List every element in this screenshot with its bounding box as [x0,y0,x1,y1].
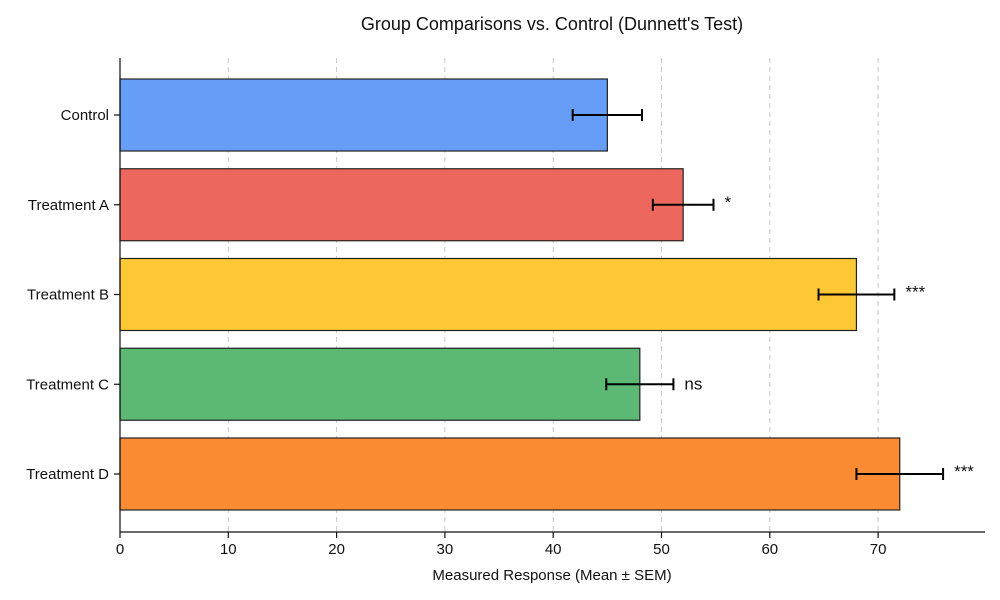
x-axis-label: Measured Response (Mean ± SEM) [432,567,671,584]
significance-label: *** [954,462,974,481]
category-label: Control [61,107,109,124]
bar [119,437,901,511]
bar [119,347,641,421]
axis-layer: 0 10 20 30 40 50 60 70 Control Treatment A Treatme… [26,58,985,558]
x-tick-label: 60 [761,541,778,558]
bar [119,168,684,242]
category-label: Treatment D [26,466,109,483]
category-label: Treatment C [26,376,109,393]
significance-label: *** [905,283,925,302]
chart-title: Group Comparisons vs. Control (Dunnett's… [361,14,743,34]
x-tick-label: 40 [545,541,562,558]
x-tick-label: 10 [220,541,237,558]
category-label: Treatment B [27,287,109,304]
x-tick-label: 30 [437,541,454,558]
x-tick-label: 20 [328,541,345,558]
bar-layer: ****ns*** [119,78,974,511]
x-tick-label: 50 [653,541,670,558]
x-tick-label: 70 [870,541,887,558]
significance-label: ns [684,374,702,393]
category-label: Treatment A [28,197,109,214]
x-tick-label: 0 [116,541,124,558]
significance-label: * [724,193,731,212]
bar [119,78,608,152]
bar [119,257,858,332]
